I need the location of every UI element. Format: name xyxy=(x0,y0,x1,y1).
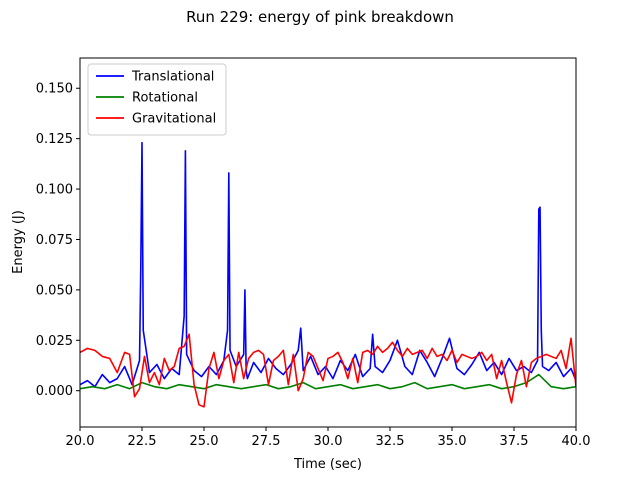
y-tick-label: 0.075 xyxy=(36,233,73,248)
legend-label-gravitational: Gravitational xyxy=(132,112,216,127)
x-tick-label: 27.5 xyxy=(252,434,281,449)
plot-area xyxy=(80,141,576,408)
legend: Translational Rotational Gravitational xyxy=(87,63,227,136)
legend-label-translational: Translational xyxy=(131,70,214,85)
x-tick-label: 20.0 xyxy=(66,434,95,449)
series-line-translational xyxy=(80,141,576,388)
y-tick-label: 0.025 xyxy=(36,334,73,349)
axes: 20.0 22.5 25.0 27.5 30.0 32.5 35.0 37.5 40.0 0.00… xyxy=(36,57,591,449)
x-tick-label: 25.0 xyxy=(190,434,219,449)
y-tick-label: 0.050 xyxy=(36,283,73,298)
y-tick-label: 0.150 xyxy=(36,82,73,97)
y-tick-label: 0.000 xyxy=(36,384,73,399)
y-tick-label: 0.125 xyxy=(36,132,73,147)
x-tick-label: 32.5 xyxy=(376,434,405,449)
series-group xyxy=(80,141,576,408)
series-line-gravitational xyxy=(80,333,576,408)
y-axis-label: Energy (J) xyxy=(11,210,26,274)
x-tick-label: 22.5 xyxy=(128,434,157,449)
series-line-rotational xyxy=(80,373,576,390)
legend-label-rotational: Rotational xyxy=(132,91,198,106)
x-tick-label: 40.0 xyxy=(562,434,591,449)
x-axis-label: Time (sec) xyxy=(293,457,362,472)
x-tick-label: 35.0 xyxy=(438,434,467,449)
x-tick-label: 37.5 xyxy=(500,434,529,449)
x-tick-label: 30.0 xyxy=(314,434,343,449)
y-tick-label: 0.100 xyxy=(36,183,73,198)
chart-title: Run 229: energy of pink breakdown xyxy=(186,8,454,26)
